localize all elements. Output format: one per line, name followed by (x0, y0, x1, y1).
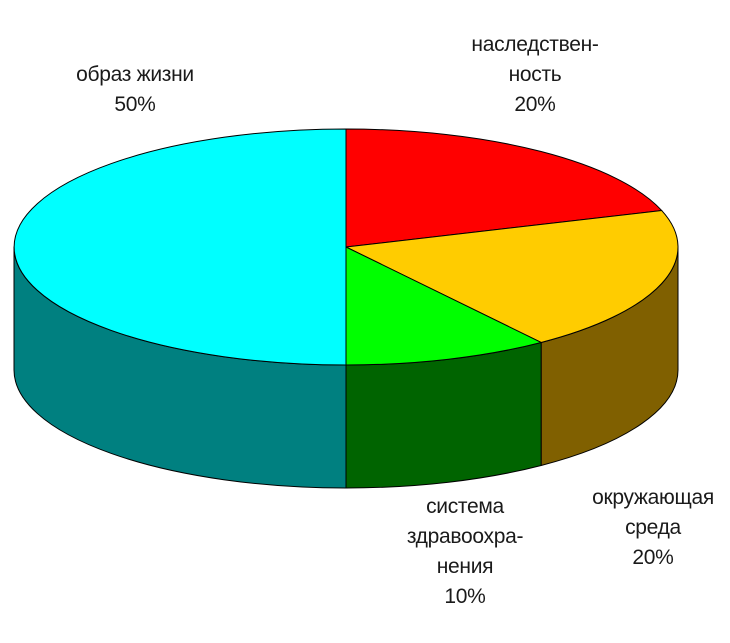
pie-tops (13, 128, 679, 366)
slice-label-healthcare-line-1: система (426, 495, 504, 518)
slice-label-environment-line-1: окружающая (592, 486, 714, 509)
slice-percent-environment: 20% (632, 546, 674, 569)
slice-label-heredity: наследствен- ность 20% (440, 30, 630, 120)
slice-label-lifestyle: образ жизни 50% (50, 60, 220, 120)
slice-label-healthcare: система здравоохра- нения 10% (380, 492, 550, 612)
slice-label-healthcare-line-2: здравоохра- (406, 525, 524, 548)
slice-heredity (345, 128, 663, 248)
slice-percent-heredity: 20% (514, 93, 556, 116)
slice-label-heredity-line-2: ность (508, 63, 562, 86)
pie-sides (13, 246, 679, 489)
slice-environment (345, 210, 679, 343)
slice-label-environment-line-2: среда (625, 516, 681, 539)
slice-label-environment: окружающая среда 20% (578, 483, 728, 573)
slice-label-heredity-line-1: наследствен- (471, 33, 599, 56)
slice-percent-healthcare: 10% (444, 585, 486, 608)
slice-percent-lifestyle: 50% (114, 93, 156, 116)
slice-label-healthcare-line-3: нения (436, 555, 494, 578)
slice-lifestyle (13, 128, 347, 366)
slice-healthcare (345, 246, 542, 366)
slice-label-lifestyle-line-1: образ жизни (76, 63, 194, 86)
